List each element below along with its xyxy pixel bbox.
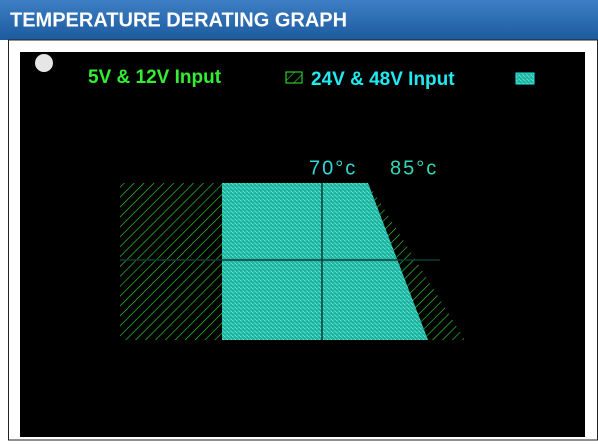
legend-label: 24V & 48V Input [311,69,455,90]
header-title: TEMPERATURE DERATING GRAPH [10,9,347,31]
area-24v-48v [222,183,428,340]
artifact [35,54,53,72]
legend-swatch [515,72,535,85]
annotation: 85°c [390,157,438,179]
legend-swatch [285,71,303,84]
annotation: 70°c [309,157,357,179]
legend-label: 5V & 12V Input [88,67,222,88]
header-bar [0,0,598,40]
